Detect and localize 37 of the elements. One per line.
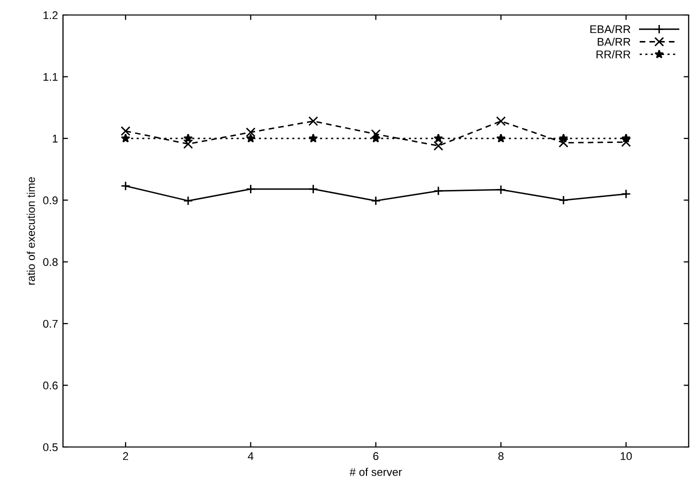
y-tick-label: 1.1 <box>44 73 58 81</box>
point <box>434 134 444 142</box>
point <box>621 189 631 199</box>
x-tick-label: 2 <box>123 452 128 460</box>
x-tick-label: 8 <box>498 452 504 460</box>
point <box>621 134 631 142</box>
point <box>558 134 568 142</box>
point <box>120 181 130 191</box>
point <box>621 137 631 147</box>
y-tick-label: 1.2 <box>44 11 58 20</box>
x-tick-label: 10 <box>620 452 632 460</box>
point <box>246 134 256 142</box>
legend-label: RR/RR <box>596 50 630 58</box>
y-tick-label: 0.6 <box>43 382 58 390</box>
legend-label: EBA/RR <box>590 25 630 34</box>
point <box>558 138 568 148</box>
point <box>308 134 318 142</box>
y-tick-label: 0.7 <box>43 320 58 328</box>
point <box>370 129 381 139</box>
y-tick-label: 0.5 <box>43 443 58 452</box>
x-axis-title: # of server <box>350 468 402 476</box>
point <box>120 134 130 142</box>
point <box>246 127 256 138</box>
point <box>120 126 130 136</box>
point <box>496 116 506 126</box>
y-tick-label: 0.9 <box>43 196 58 204</box>
point <box>434 140 444 151</box>
point <box>183 134 193 142</box>
point <box>183 139 193 149</box>
y-axis-title: ratio of execution time <box>26 177 35 285</box>
point <box>308 116 318 126</box>
y-tick-label: 0.8 <box>43 258 58 266</box>
x-tick-label: 4 <box>248 452 254 460</box>
x-tick-label: 6 <box>373 452 378 460</box>
point <box>496 134 506 142</box>
legend-label: BA/RR <box>598 38 630 46</box>
y-tick-label: 1 <box>52 134 58 142</box>
